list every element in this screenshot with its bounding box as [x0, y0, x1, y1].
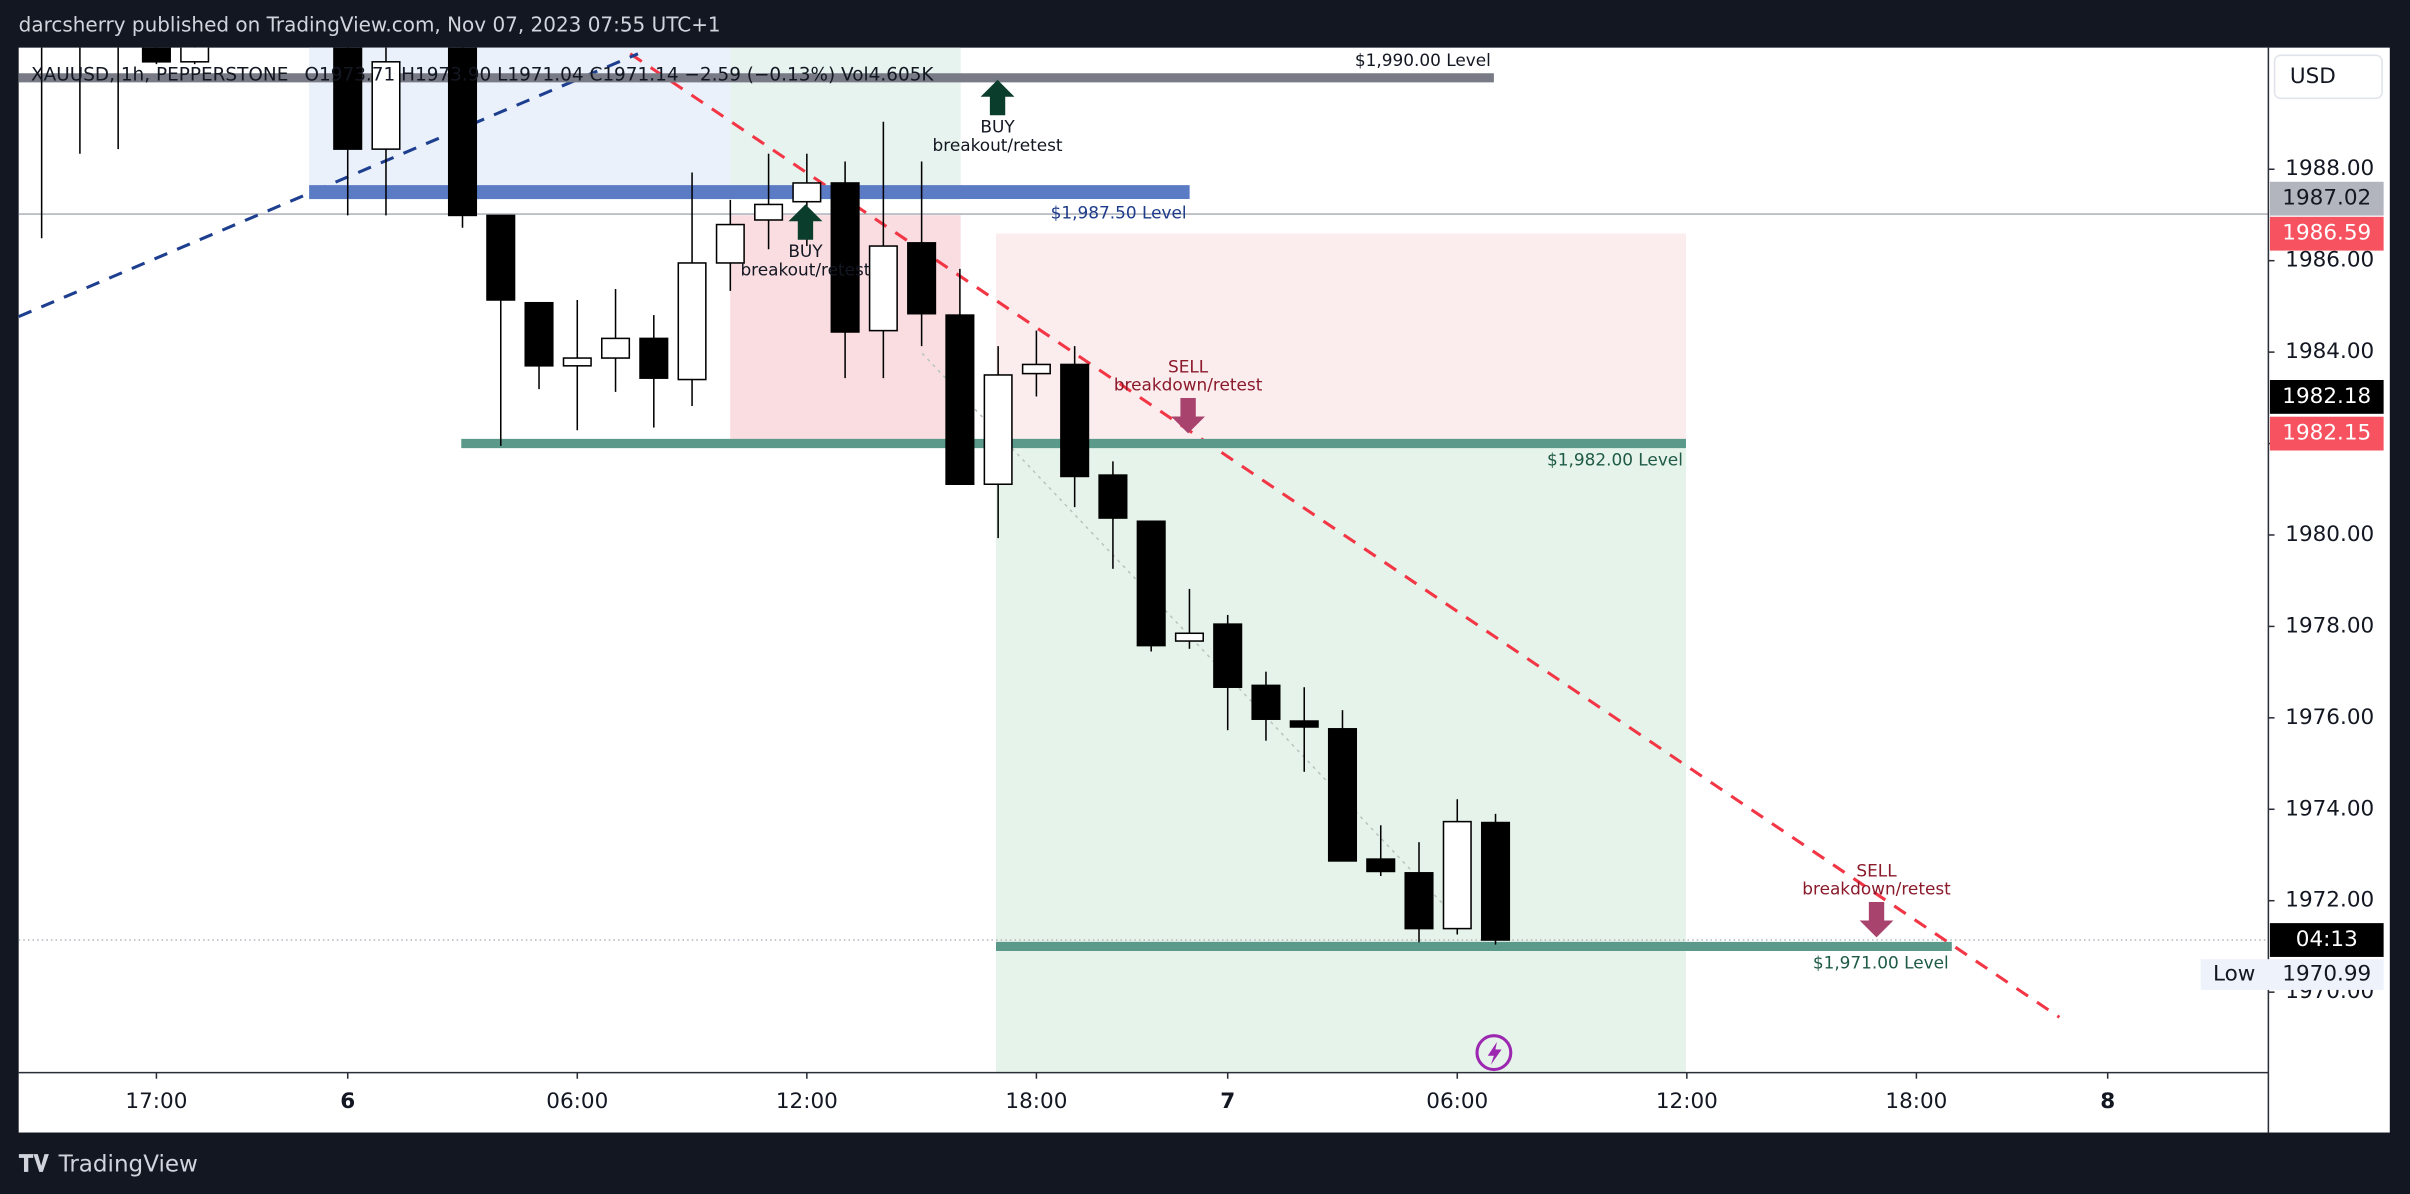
annotation-arrow	[1859, 902, 1894, 938]
footer-brand: TradingView	[58, 1151, 198, 1177]
annotation-subtitle: breakdown/retest	[1802, 879, 1951, 899]
trend-line	[18, 52, 639, 318]
annotation-subtitle: breakout/retest	[740, 259, 870, 279]
y-tick-label: 1988.00	[2285, 156, 2374, 181]
zone	[996, 233, 1686, 442]
annotation-subtitle: breakout/retest	[933, 135, 1063, 155]
low-tag-value: 1970.99	[2282, 962, 2371, 987]
candle-body	[141, 47, 171, 63]
plot: $1,990.00 Level $1,987.50 Level $1,982.00 …	[18, 47, 2269, 1019]
candle-body	[1098, 474, 1128, 519]
price-tag	[2269, 216, 2384, 251]
low-tag-box	[2200, 959, 2384, 990]
x-tick-label: 7	[1220, 1089, 1235, 1114]
event-bolt	[1487, 1041, 1502, 1065]
candle-body	[1021, 363, 1051, 375]
y-tick-label: 1980.00	[2285, 522, 2374, 547]
y-tick-label: 1974.00	[2285, 796, 2374, 821]
trend-line	[629, 52, 2061, 1019]
candle-body	[677, 262, 707, 381]
price-tag-label: 1986.59	[2282, 221, 2371, 246]
candle-body	[524, 301, 554, 367]
x-tick-label: 18:00	[1885, 1089, 1947, 1114]
candle-body	[907, 242, 937, 315]
price-tag	[2269, 181, 2384, 216]
candle-body	[983, 374, 1013, 485]
currency: USD	[2290, 64, 2336, 89]
ohlc: O1973.71 H1973.90 L1971.04 C1971.14 −2.5…	[305, 64, 935, 85]
candle-body	[180, 47, 210, 63]
x-tick-label: 06:00	[1426, 1089, 1488, 1114]
candle-body	[601, 337, 631, 359]
candle-body	[1480, 821, 1511, 941]
candle-body	[1289, 720, 1319, 728]
annotation-title: SELL	[1856, 860, 1897, 880]
candle-body	[830, 182, 860, 333]
annotation-title: SELL	[1168, 356, 1209, 376]
y-tick-label: 1972.00	[2285, 888, 2374, 913]
price-tag-label: 1982.15	[2282, 421, 2371, 446]
candle-body	[486, 214, 516, 301]
candle-body	[1136, 520, 1166, 647]
y-tick-label: 1976.00	[2285, 705, 2374, 730]
candle-body	[945, 314, 975, 485]
candle-body	[1174, 632, 1204, 642]
annotation-title: BUY	[980, 117, 1015, 137]
candle-body	[447, 47, 478, 217]
x-tick-label: 18:00	[1005, 1089, 1067, 1114]
x-tick-label: 17:00	[125, 1089, 187, 1114]
x-tick-label: 8	[2100, 1089, 2115, 1114]
x-tick-label: 06:00	[546, 1089, 608, 1114]
x-tick-label: 12:00	[1656, 1089, 1718, 1114]
level-label: $1,971.00 Level	[1813, 952, 1949, 972]
candle-body	[371, 61, 401, 150]
low-tag-label: Low	[2213, 962, 2255, 987]
candle-body	[562, 357, 592, 367]
symbol: XAUUSD, 1h, PEPPERSTONE	[31, 64, 288, 85]
candle-body	[639, 337, 669, 379]
candle-body	[754, 203, 784, 221]
candle-body	[715, 223, 745, 264]
candle-body	[1404, 872, 1434, 930]
level-label: $1,982.00 Level	[1547, 449, 1683, 469]
price-tag-label: 1982.18	[2282, 384, 2371, 409]
x-tick-label: 12:00	[776, 1089, 838, 1114]
candle-body	[868, 245, 898, 332]
candle-body	[1327, 728, 1358, 862]
candle-body	[1366, 858, 1396, 873]
y-tick-label: 1986.00	[2285, 248, 2374, 273]
candle-body	[1213, 623, 1243, 688]
candle-body	[792, 182, 822, 203]
countdown: 04:13	[2296, 927, 2358, 952]
annotation-arrow	[980, 79, 1015, 116]
footer-logo: 𝐓𝐕	[19, 1151, 50, 1177]
annotation-arrow	[788, 204, 823, 240]
countdown-box	[2269, 923, 2384, 957]
candle-body	[1060, 363, 1090, 478]
y-tick-label: 1978.00	[2285, 613, 2374, 638]
price-tag	[2269, 416, 2384, 451]
annotation-arrow	[1171, 398, 1205, 434]
level-label: $1,990.00 Level	[1355, 50, 1491, 70]
annotation-subtitle: breakdown/retest	[1114, 375, 1263, 395]
price-tag	[2269, 379, 2384, 414]
candle-body	[1442, 820, 1472, 930]
level-label: $1,987.50 Level	[1051, 203, 1187, 223]
y-tick-label: 1984.00	[2285, 339, 2374, 364]
price-tag-label: 1987.02	[2282, 186, 2371, 211]
candle-body	[1251, 684, 1281, 720]
publisher-line: darcsherry published on TradingView.com,…	[19, 13, 721, 37]
event-icon[interactable]	[1475, 1034, 1513, 1072]
candle-body	[333, 47, 363, 150]
annotation-title: BUY	[788, 241, 823, 261]
currency-box[interactable]	[2273, 54, 2383, 100]
x-tick-label: 6	[340, 1089, 355, 1114]
